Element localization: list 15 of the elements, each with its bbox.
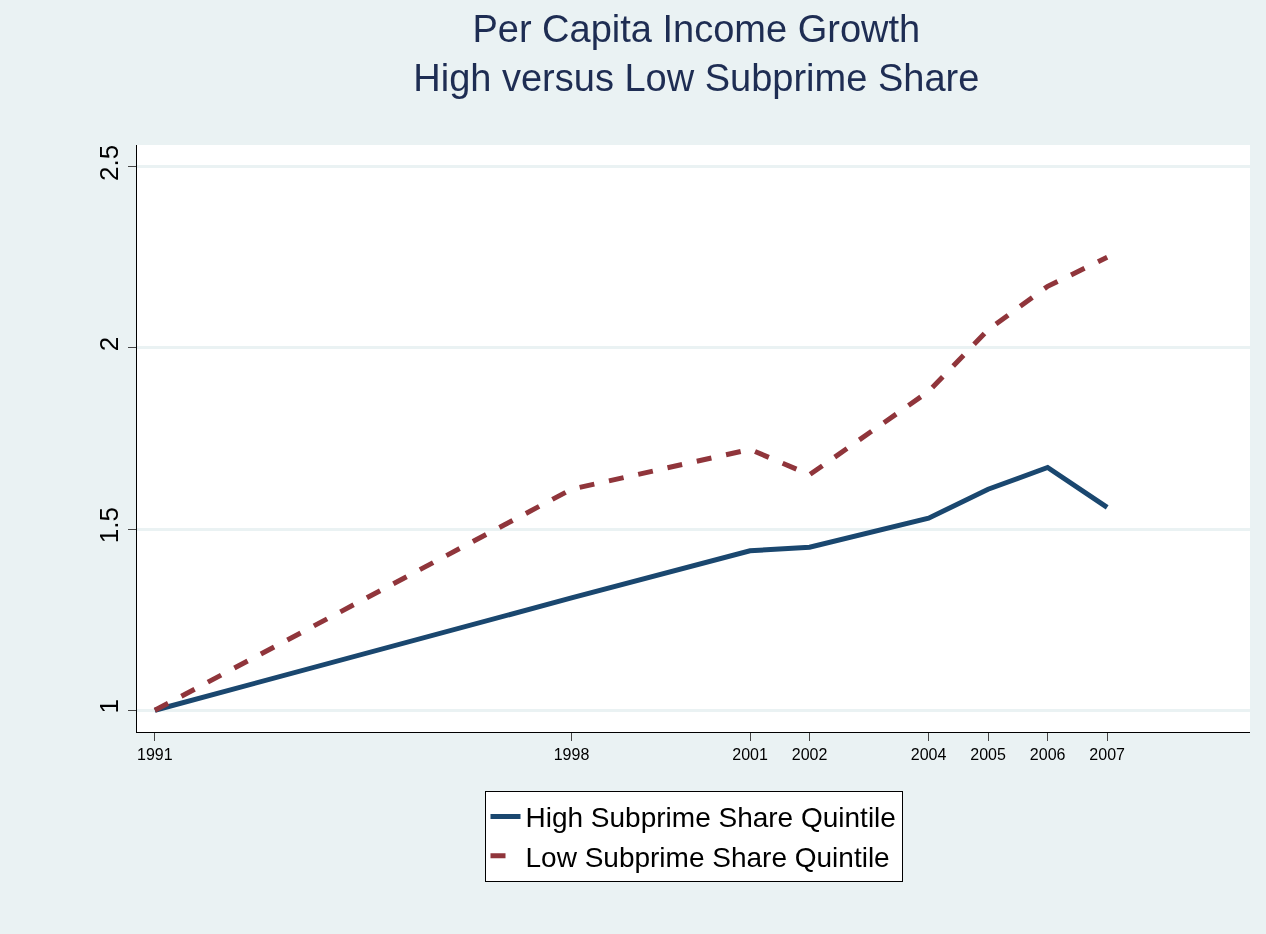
- y-tick-label: 2: [93, 336, 124, 352]
- x-tick-label: 2005: [970, 746, 1007, 764]
- x-tick-label: 2006: [1029, 746, 1066, 764]
- legend-label: High Subprime Share Quintile: [525, 802, 896, 834]
- chart-title: Per Capita Income Growth High versus Low Subprime Share: [413, 8, 980, 100]
- x-tick-label: 2007: [1089, 746, 1126, 764]
- x-tick-label: 2001: [732, 746, 768, 764]
- x-tick-label: 1991: [137, 746, 173, 764]
- y-tick-label: 1: [93, 699, 124, 714]
- x-tick-label: 1998: [553, 746, 590, 764]
- x-tick-label: 2004: [910, 746, 947, 764]
- legend-label: Low Subprime Share Quintile: [525, 841, 890, 873]
- y-tick-label: 1.5: [93, 507, 124, 544]
- y-tick-label: 2.5: [93, 144, 124, 181]
- x-tick-label: 2002: [791, 746, 828, 764]
